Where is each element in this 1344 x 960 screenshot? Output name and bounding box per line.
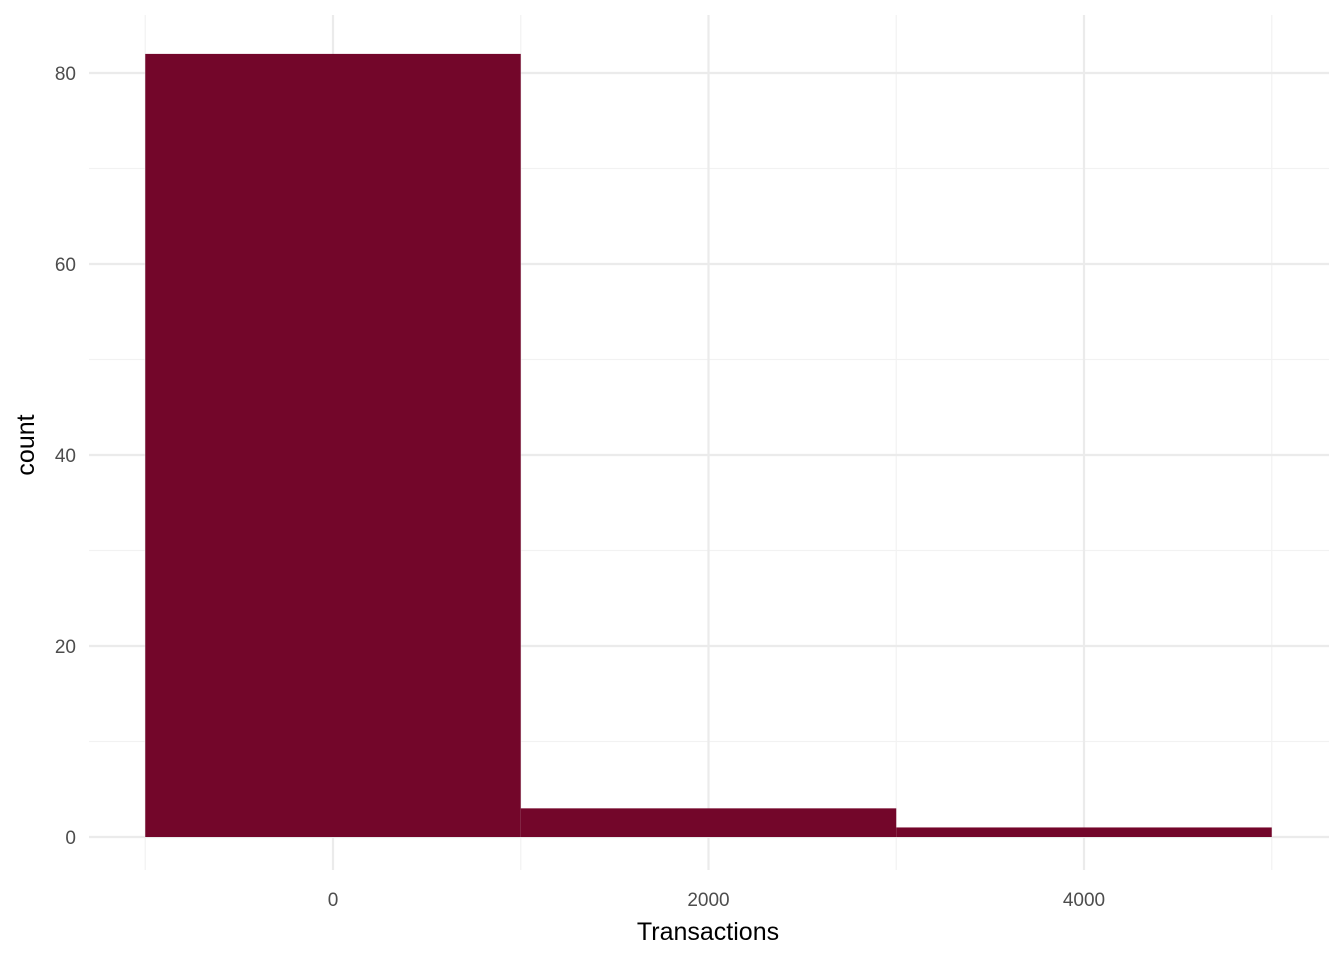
histogram-bar-3: [896, 827, 1272, 837]
bars-layer: [145, 53, 1272, 837]
x-tick-label: 4000: [1063, 890, 1105, 911]
tick-labels-layer: 0 20 40 60 80 0 2000 4000: [55, 64, 1105, 911]
y-axis-title: count: [12, 414, 40, 475]
histogram-bar-1: [145, 53, 521, 837]
histogram-bar-2: [520, 808, 897, 837]
y-tick-label: 0: [65, 828, 76, 849]
x-tick-label: 2000: [687, 890, 729, 911]
x-tick-label: 0: [328, 890, 339, 911]
y-tick-label: 60: [55, 255, 76, 276]
x-axis-title: Transactions: [637, 918, 779, 946]
y-tick-label: 80: [55, 64, 76, 85]
y-tick-label: 40: [55, 446, 76, 467]
y-tick-label: 20: [55, 637, 76, 658]
